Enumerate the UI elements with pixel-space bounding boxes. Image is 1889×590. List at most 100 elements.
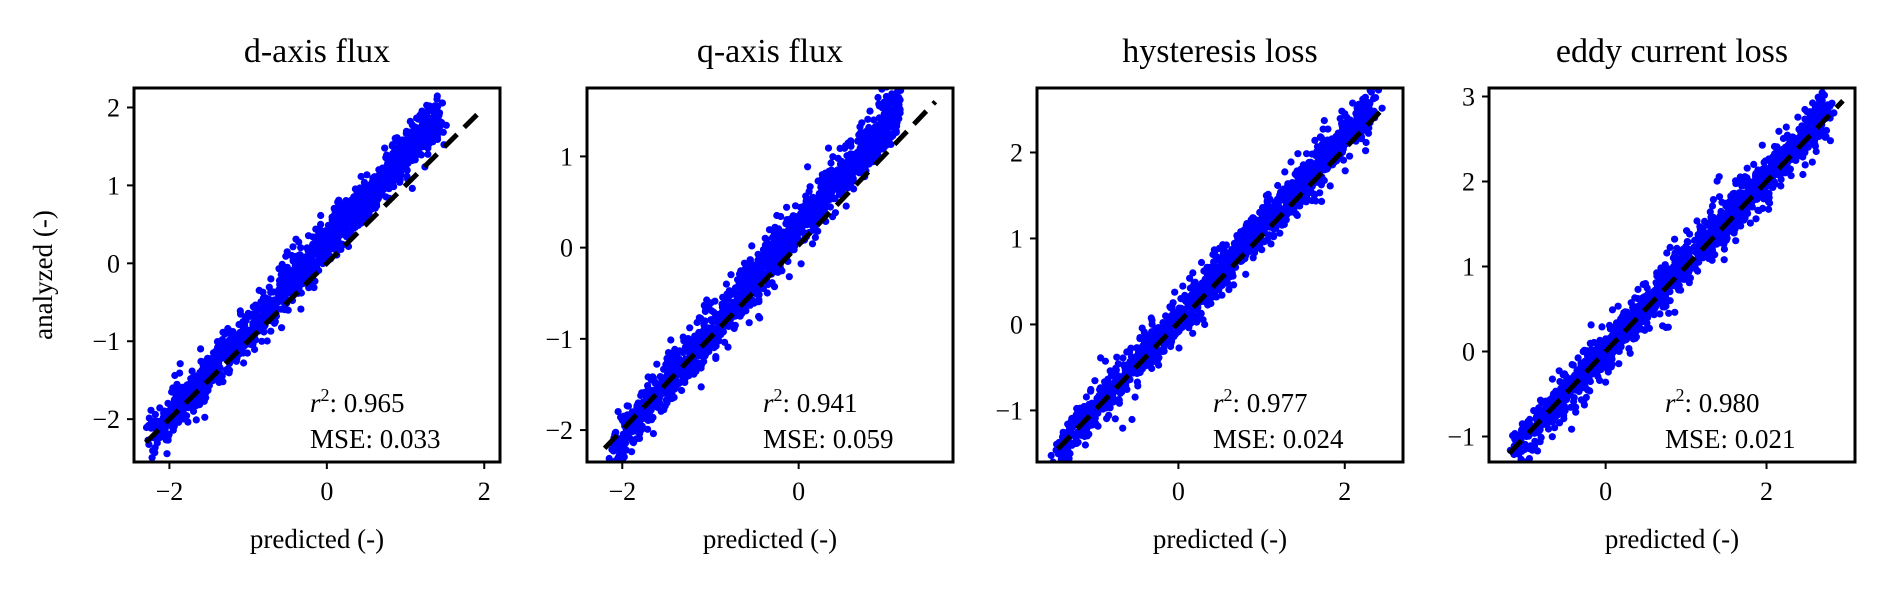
data-point <box>421 128 429 136</box>
data-point <box>254 324 262 332</box>
data-point <box>259 288 267 296</box>
data-point <box>1222 241 1230 249</box>
data-point <box>319 260 327 268</box>
data-point <box>1608 306 1617 314</box>
x-tick-label: −2 <box>156 477 184 506</box>
data-point <box>1141 330 1150 338</box>
data-point <box>775 229 783 237</box>
data-point <box>861 145 870 153</box>
data-point <box>1338 107 1346 115</box>
data-point <box>192 416 200 424</box>
data-point <box>1323 145 1331 153</box>
data-point <box>287 287 295 295</box>
data-point <box>395 144 403 152</box>
data-point <box>147 406 155 414</box>
axes-frame <box>132 86 502 464</box>
data-point <box>297 244 305 252</box>
data-point <box>1243 226 1251 234</box>
data-point <box>855 166 863 174</box>
x-axis-label: predicted (-) <box>250 524 384 554</box>
data-point <box>312 225 320 233</box>
data-point <box>156 404 164 412</box>
data-point <box>810 226 818 234</box>
data-point <box>258 337 266 345</box>
y-tick-label: −1 <box>995 396 1023 425</box>
data-point <box>1365 124 1373 132</box>
data-point <box>371 173 379 181</box>
data-point <box>197 345 205 353</box>
data-point <box>808 240 817 248</box>
data-point <box>368 196 376 204</box>
data-point <box>850 152 858 160</box>
data-point <box>336 241 345 249</box>
data-point <box>426 122 434 131</box>
data-point <box>1105 411 1113 419</box>
data-point <box>1210 262 1218 270</box>
data-point <box>842 167 851 175</box>
data-point <box>735 295 743 303</box>
subplot-title: eddy current loss <box>1556 33 1788 70</box>
data-point <box>605 454 613 462</box>
data-point <box>710 308 718 317</box>
data-point <box>317 220 325 228</box>
data-point <box>433 92 441 100</box>
data-point <box>1163 318 1171 326</box>
data-point <box>771 261 779 269</box>
data-point <box>619 430 627 438</box>
data-point <box>396 138 405 146</box>
r2-value: : 0.977 <box>1233 388 1308 418</box>
data-point <box>219 328 227 336</box>
data-point <box>297 305 305 313</box>
data-point <box>1081 441 1089 449</box>
data-point <box>342 233 351 241</box>
data-point <box>874 147 882 155</box>
x-tick-label: 2 <box>1338 477 1351 506</box>
data-point <box>1276 229 1284 237</box>
data-point <box>1309 167 1317 175</box>
data-point <box>1181 291 1189 299</box>
data-point <box>1087 385 1095 394</box>
data-point <box>1360 94 1368 102</box>
y-tick-label: 1 <box>107 171 120 200</box>
data-point <box>245 326 253 334</box>
x-axis-label: predicted (-) <box>703 524 837 554</box>
data-point <box>699 330 707 338</box>
data-point <box>158 420 166 428</box>
data-point <box>299 261 307 270</box>
data-point <box>824 144 833 152</box>
data-point <box>421 140 429 149</box>
data-point <box>357 205 365 213</box>
data-point <box>1273 205 1281 213</box>
data-point <box>1238 228 1246 236</box>
data-point <box>223 368 231 376</box>
data-point <box>697 364 705 372</box>
data-point <box>649 373 657 381</box>
r2-annotation: r2: 0.965 <box>310 385 405 418</box>
data-point <box>858 119 866 127</box>
data-point <box>307 252 315 260</box>
data-point <box>792 236 800 245</box>
data-point <box>892 128 900 136</box>
data-point <box>151 467 158 474</box>
data-point <box>442 121 450 129</box>
data-point <box>1349 99 1357 107</box>
data-point <box>1111 415 1119 423</box>
data-point <box>1212 293 1221 301</box>
data-point <box>1304 190 1312 198</box>
data-point <box>617 413 625 421</box>
data-point <box>339 223 348 231</box>
data-point <box>251 345 259 354</box>
data-point <box>866 107 874 115</box>
data-point <box>740 259 749 267</box>
data-point <box>1190 279 1198 287</box>
data-point <box>404 141 412 149</box>
data-point <box>243 349 251 357</box>
data-point <box>745 280 754 288</box>
data-point <box>249 319 257 327</box>
data-point <box>320 246 328 254</box>
subplot-title: d-axis flux <box>244 33 390 70</box>
data-point <box>1367 88 1375 96</box>
